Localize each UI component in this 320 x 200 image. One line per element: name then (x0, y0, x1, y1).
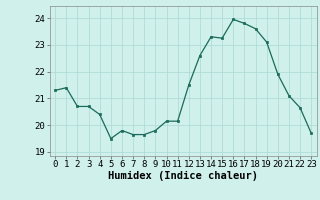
X-axis label: Humidex (Indice chaleur): Humidex (Indice chaleur) (108, 171, 258, 181)
